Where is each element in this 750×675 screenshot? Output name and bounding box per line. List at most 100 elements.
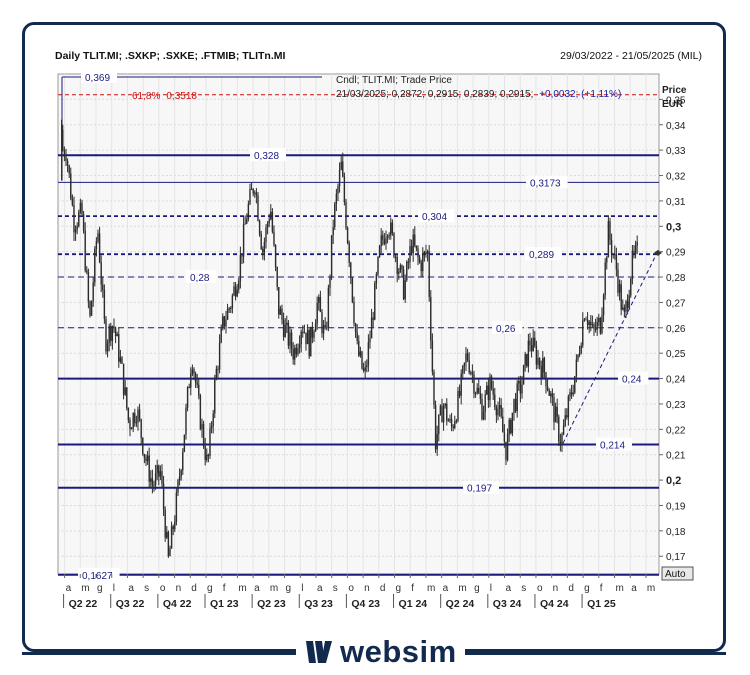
candle-body (338, 169, 341, 187)
candle-body (175, 492, 178, 522)
candle-body (193, 369, 195, 374)
currency-label: EUR (662, 99, 684, 110)
candle-body (286, 322, 288, 325)
candle-body (369, 338, 371, 343)
candle-body (636, 242, 638, 246)
candle-body (278, 286, 280, 315)
candle-body (319, 297, 322, 312)
candle-body (298, 344, 301, 349)
candle-body (430, 297, 432, 341)
candle-body (418, 257, 421, 263)
x-month-label: a (443, 583, 449, 594)
candle-body (612, 254, 614, 256)
x-month-label: o (348, 583, 354, 594)
candle-body (100, 262, 102, 285)
candle-body (415, 245, 418, 249)
candle-body (404, 280, 406, 300)
candle-body (151, 478, 154, 486)
candle-body (167, 531, 170, 557)
candle-body (324, 325, 326, 328)
candle-body (382, 235, 384, 240)
candle-body (390, 222, 392, 236)
candle-body (588, 321, 590, 325)
candle-body (161, 471, 163, 484)
candle-body (348, 242, 350, 263)
candle-body (447, 420, 450, 422)
candle-body (383, 239, 386, 244)
candle-body (542, 358, 544, 378)
candle-body (249, 189, 251, 204)
candle-body (204, 446, 206, 460)
candle-body (422, 254, 424, 272)
candle-body (460, 373, 462, 396)
candle-body (615, 254, 618, 270)
x-quarter-label: Q3 23 (304, 598, 333, 610)
candle-body (198, 384, 200, 396)
x-month-label: d (191, 583, 197, 594)
candle-body (169, 548, 171, 557)
level-label-bg (526, 175, 568, 189)
candle-body (470, 372, 472, 374)
candle-body (566, 415, 568, 418)
x-quarter-label: Q3 22 (116, 598, 145, 610)
candle-body (314, 323, 317, 332)
candle-body (455, 420, 458, 422)
brand-rule-left (22, 652, 312, 655)
candle-body (260, 233, 262, 250)
candle-body (505, 441, 507, 460)
candle-body (226, 308, 229, 320)
candle-body (252, 189, 254, 194)
y-tick-label: 0,31 (666, 197, 686, 208)
candle-body (271, 211, 274, 232)
candle-body (311, 326, 314, 338)
candle-body (250, 189, 253, 191)
auto-scale-button[interactable]: Auto (661, 566, 694, 581)
y-tick-label: 0,19 (666, 501, 686, 512)
level-label: 0,26 (496, 324, 516, 335)
candles (61, 119, 638, 558)
candle-body (346, 227, 349, 243)
candle-body (441, 405, 443, 423)
y-tick-label: 0,2 (666, 475, 681, 487)
candle-body (377, 256, 379, 275)
candle-body (439, 405, 442, 415)
candle-body (95, 241, 98, 250)
candle-body (385, 237, 387, 244)
x-month-label: n (364, 583, 370, 594)
candle-body (343, 176, 346, 203)
candle-body (553, 397, 555, 423)
candle-body (148, 455, 150, 482)
candle-body (228, 308, 230, 310)
candle-body (73, 204, 75, 233)
candle-body (545, 372, 547, 387)
candle-body (258, 220, 261, 234)
x-axis: a m g l a s o n d g f m a m g l a s o n d g f m a m g l a s o n d g f m a mQ2… (63, 574, 655, 610)
candle-body (535, 345, 538, 365)
candle-body (548, 390, 550, 396)
candle-body (335, 193, 338, 204)
candle-body (521, 384, 523, 394)
candle-body (484, 394, 486, 412)
candle-body (202, 423, 205, 447)
candle-body (295, 347, 298, 355)
candle-body (222, 316, 224, 329)
candle-body (623, 307, 626, 312)
x-month-label: a (631, 583, 637, 594)
candle-body (199, 395, 202, 430)
candle-body (425, 251, 427, 255)
candle-body (321, 311, 323, 334)
candle-body (481, 398, 483, 420)
y-tick-label: 0,3 (666, 221, 681, 233)
candle-body (524, 353, 526, 365)
candle-body (620, 284, 622, 310)
candle-body (134, 413, 136, 423)
candle-body (282, 319, 285, 337)
candle-body (628, 295, 630, 308)
candle-body (87, 272, 90, 302)
x-month-label: m (616, 583, 624, 594)
legend-line-1: Cndl; TLIT.MI; Trade Price (336, 75, 452, 86)
candle-body (82, 214, 85, 231)
x-month-label: s (144, 583, 149, 594)
candle-body (402, 269, 405, 300)
